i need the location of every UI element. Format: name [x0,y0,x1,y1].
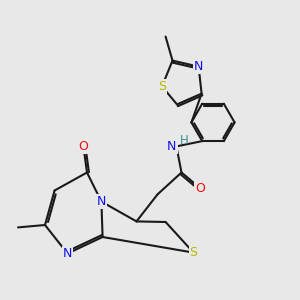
Text: O: O [79,140,88,153]
Text: S: S [190,246,197,259]
Text: N: N [194,60,203,73]
Text: S: S [158,80,166,93]
Text: N: N [97,195,106,208]
Text: H: H [179,134,188,147]
Text: O: O [196,182,205,195]
Text: N: N [63,247,72,260]
Text: N: N [167,140,177,153]
